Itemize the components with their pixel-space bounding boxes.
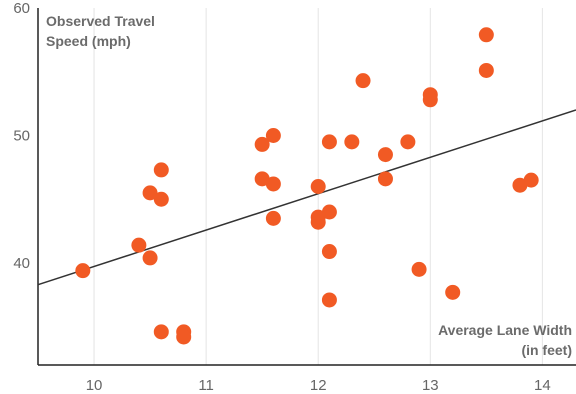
data-point <box>176 329 192 345</box>
data-point <box>142 185 158 201</box>
data-point <box>142 250 158 266</box>
data-point <box>75 263 91 279</box>
axes <box>37 8 576 366</box>
data-point <box>153 191 169 207</box>
data-point <box>265 128 281 143</box>
data-point <box>153 324 169 340</box>
x-tick-label: 13 <box>422 377 439 394</box>
data-points <box>75 27 539 345</box>
data-point <box>377 147 393 163</box>
y-tick-labels: 40 50 60 <box>13 0 30 272</box>
y-title-line-1: Observed Travel <box>46 13 155 29</box>
data-point <box>377 171 393 187</box>
data-point <box>254 171 270 187</box>
y-tick-label: 40 <box>13 255 30 272</box>
data-point <box>478 27 494 43</box>
data-point <box>310 214 326 230</box>
data-point <box>355 73 371 89</box>
x-title-line-1: Average Lane Width <box>438 322 572 338</box>
trendline-group <box>37 109 576 286</box>
x-tick-label: 10 <box>86 377 103 394</box>
data-point <box>478 62 494 78</box>
x-tick-label: 11 <box>198 377 214 394</box>
data-point <box>265 176 281 192</box>
data-point <box>265 210 281 226</box>
data-point <box>321 292 337 308</box>
x-tick-labels: 10 11 12 13 14 <box>86 377 551 394</box>
y-tick-label: 60 <box>13 0 30 17</box>
y-tick-label: 50 <box>13 128 30 145</box>
x-title-line-2: (in feet) <box>521 342 572 358</box>
data-point <box>153 162 169 178</box>
data-point <box>422 92 438 108</box>
data-point <box>321 134 337 150</box>
x-tick-label: 12 <box>310 377 327 394</box>
data-point <box>321 204 337 220</box>
data-point <box>400 134 416 150</box>
data-point <box>411 261 427 277</box>
data-point <box>321 244 337 260</box>
y-title-line-2: Speed (mph) <box>46 33 131 49</box>
data-point <box>254 136 270 152</box>
data-point <box>512 177 528 193</box>
data-point <box>523 172 539 188</box>
data-point <box>344 134 360 150</box>
data-point <box>310 179 326 194</box>
trendline <box>37 109 576 286</box>
x-tick-label: 14 <box>534 377 551 394</box>
data-point <box>445 284 461 300</box>
data-point <box>131 237 147 253</box>
